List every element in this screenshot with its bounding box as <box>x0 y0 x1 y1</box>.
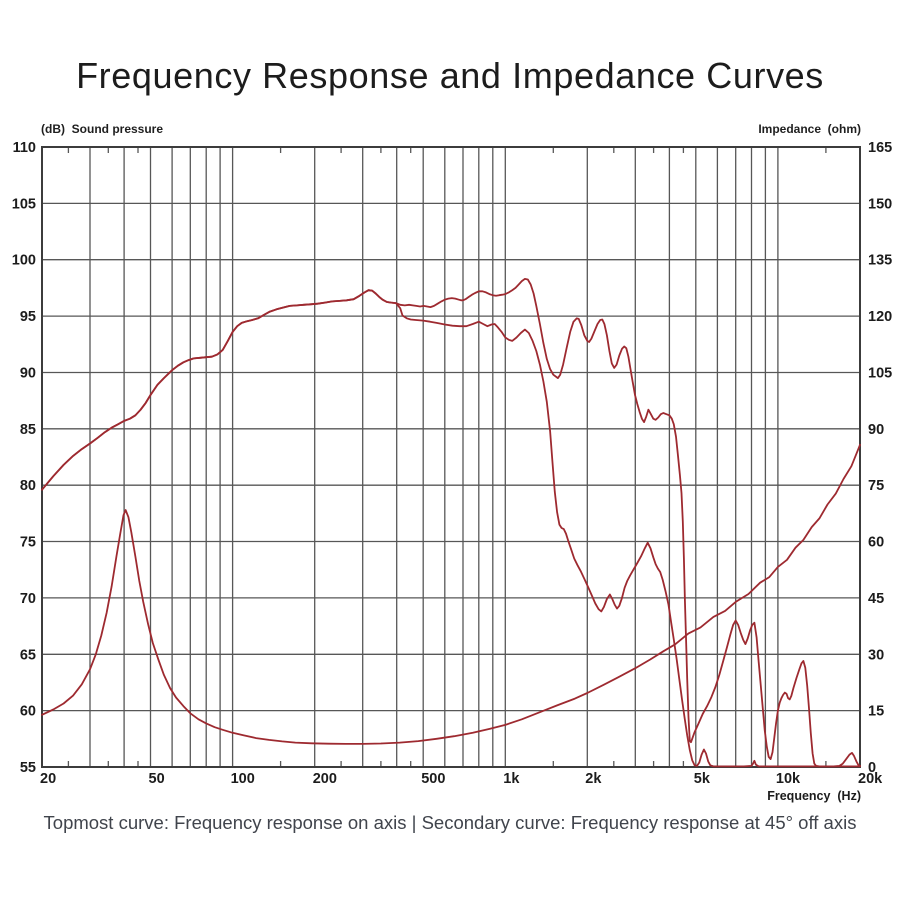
svg-text:110: 110 <box>13 140 36 156</box>
svg-text:85: 85 <box>20 422 36 438</box>
svg-text:2k: 2k <box>585 771 602 787</box>
svg-text:75: 75 <box>20 535 36 551</box>
svg-text:100: 100 <box>231 771 255 787</box>
svg-text:60: 60 <box>20 704 36 720</box>
svg-text:65: 65 <box>20 647 36 663</box>
svg-text:1k: 1k <box>503 771 520 787</box>
svg-text:(dB) Sound pressure: (dB) Sound pressure <box>41 122 163 136</box>
svg-text:95: 95 <box>20 309 36 325</box>
svg-text:Frequency (Hz): Frequency (Hz) <box>767 789 861 803</box>
svg-text:5k: 5k <box>694 771 711 787</box>
svg-text:0: 0 <box>868 760 876 776</box>
svg-text:45: 45 <box>868 591 884 607</box>
svg-text:80: 80 <box>20 478 36 494</box>
svg-text:Frequency Response and Impedan: Frequency Response and Impedance Curves <box>76 55 824 96</box>
svg-text:120: 120 <box>868 309 892 325</box>
svg-text:55: 55 <box>20 760 36 776</box>
svg-text:20: 20 <box>40 771 56 787</box>
svg-text:10k: 10k <box>776 771 801 787</box>
svg-text:60: 60 <box>868 535 884 551</box>
svg-text:75: 75 <box>868 478 884 494</box>
svg-text:50: 50 <box>149 771 165 787</box>
svg-text:Topmost curve: Frequency respo: Topmost curve: Frequency response on axi… <box>44 812 857 833</box>
svg-text:105: 105 <box>868 366 892 382</box>
svg-text:500: 500 <box>421 771 445 787</box>
svg-text:200: 200 <box>313 771 337 787</box>
svg-text:15: 15 <box>868 704 884 720</box>
svg-text:150: 150 <box>868 196 892 212</box>
svg-text:165: 165 <box>868 140 892 156</box>
svg-text:105: 105 <box>12 196 36 212</box>
svg-text:90: 90 <box>868 422 884 438</box>
svg-text:20k: 20k <box>858 771 883 787</box>
svg-text:135: 135 <box>868 253 892 269</box>
svg-text:90: 90 <box>20 366 36 382</box>
svg-text:70: 70 <box>20 591 36 607</box>
svg-text:30: 30 <box>868 647 884 663</box>
svg-text:Impedance (ohm): Impedance (ohm) <box>758 122 861 136</box>
svg-text:100: 100 <box>12 253 36 269</box>
